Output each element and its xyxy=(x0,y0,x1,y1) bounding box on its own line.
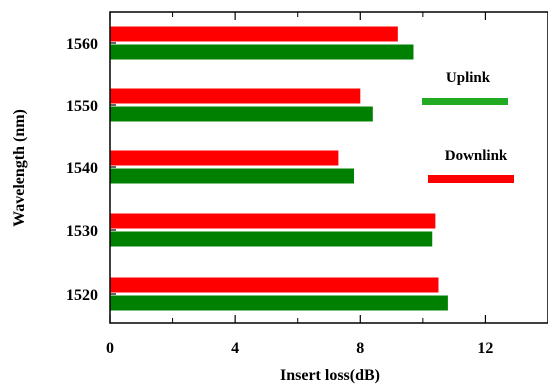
y-axis-title: Wavelength (nm) xyxy=(11,109,28,227)
ticks-layer: 0 4 8 12 1560 1550 1540 1530 1520 xyxy=(66,12,548,357)
x-tick-label: 0 xyxy=(106,340,114,357)
bar-downlink-1520 xyxy=(110,277,439,293)
bar-uplink-1520 xyxy=(110,295,448,311)
y-tick-label-1550: 1550 xyxy=(66,98,98,115)
bar-uplink-1560 xyxy=(110,44,414,60)
y-tick-label-1560: 1560 xyxy=(66,36,98,53)
legend-label-uplink: Uplink xyxy=(446,70,491,86)
bars-layer xyxy=(110,26,448,311)
x-tick-label: 8 xyxy=(356,340,364,357)
legend-swatch-uplink xyxy=(422,98,508,105)
x-axis-title: Insert loss(dB) xyxy=(280,367,380,384)
bar-uplink-1530 xyxy=(110,231,433,247)
x-tick-label: 4 xyxy=(231,340,239,357)
x-tick-label: 12 xyxy=(477,340,493,357)
bar-downlink-1560 xyxy=(110,26,398,42)
legend-swatch-downlink xyxy=(428,175,514,183)
bar-uplink-1550 xyxy=(110,106,373,122)
bar-downlink-1530 xyxy=(110,213,436,229)
bar-uplink-1540 xyxy=(110,168,355,184)
y-tick-label-1540: 1540 xyxy=(66,160,98,177)
y-tick-label-1520: 1520 xyxy=(66,287,98,304)
bar-downlink-1550 xyxy=(110,88,361,104)
legend: Uplink Downlink xyxy=(422,70,514,183)
legend-label-downlink: Downlink xyxy=(445,148,508,164)
bar-downlink-1540 xyxy=(110,150,339,166)
y-tick-label-1530: 1530 xyxy=(66,223,98,240)
